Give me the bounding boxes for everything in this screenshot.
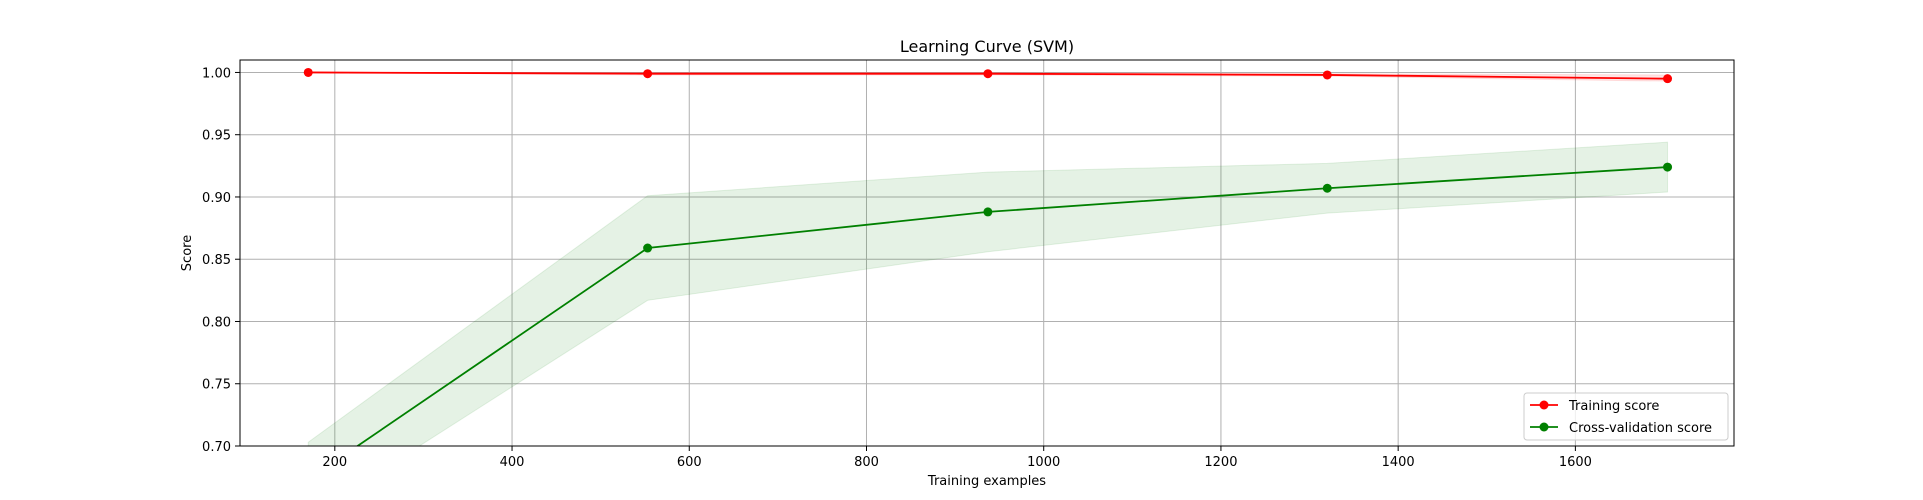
legend-cv-label: Cross-validation score <box>1569 421 1712 436</box>
y-tick-label: 0.95 <box>202 129 231 144</box>
cv-point <box>983 207 993 217</box>
x-tick-label: 400 <box>500 455 525 470</box>
plot-background <box>240 60 1734 446</box>
legend-cv-marker <box>1539 422 1549 432</box>
x-tick-label: 200 <box>322 455 347 470</box>
training-point <box>643 69 653 79</box>
cv-point <box>1663 162 1673 172</box>
legend-training-marker <box>1539 400 1549 410</box>
y-tick-label: 0.80 <box>202 315 231 330</box>
cv-point <box>643 243 653 253</box>
cv-point <box>1322 183 1332 193</box>
y-axis-ticks: 0.70 0.75 0.80 0.85 0.90 0.95 1.00 <box>202 66 240 455</box>
plot-frame <box>239 59 1735 447</box>
cv-std-band <box>307 141 1669 446</box>
x-tick-label: 1000 <box>1027 455 1060 470</box>
x-tick-label: 800 <box>854 455 879 470</box>
legend-training-label: Training score <box>1568 399 1659 414</box>
legend: Training score Cross-validation score <box>1523 392 1729 441</box>
training-point <box>1663 74 1673 84</box>
x-tick-label: 1400 <box>1382 455 1415 470</box>
chart-title: Learning Curve (SVM) <box>900 37 1074 56</box>
training-point <box>1322 70 1332 80</box>
y-tick-label: 1.00 <box>202 66 231 81</box>
x-axis-ticks: 200 400 600 800 1000 1200 1400 1600 <box>322 446 1592 470</box>
legend-box <box>1523 392 1729 441</box>
y-tick-label: 0.90 <box>202 191 231 206</box>
x-tick-label: 1600 <box>1559 455 1592 470</box>
y-tick-label: 0.85 <box>202 253 231 268</box>
training-point <box>983 69 993 79</box>
series-points <box>303 67 1673 253</box>
y-tick-label: 0.75 <box>202 378 231 393</box>
y-tick-label: 0.70 <box>202 440 231 455</box>
x-tick-label: 1200 <box>1204 455 1237 470</box>
x-tick-label: 600 <box>677 455 702 470</box>
y-axis-label: Score <box>180 235 195 271</box>
training-point <box>303 67 313 77</box>
x-axis-label: Training examples <box>927 474 1046 489</box>
